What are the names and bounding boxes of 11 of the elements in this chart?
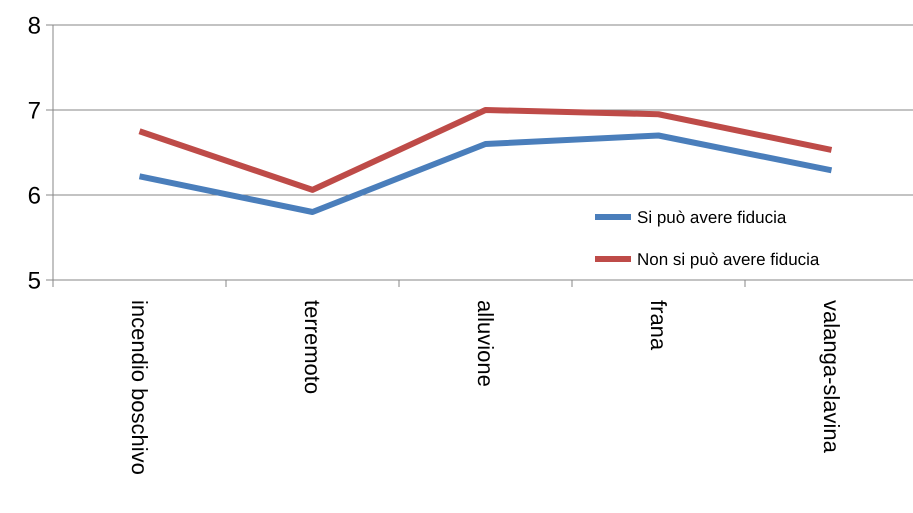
x-tick-label: frana	[646, 300, 671, 351]
y-tick-label: 8	[28, 12, 41, 40]
x-tick-label: terremoto	[300, 300, 325, 394]
x-tick-label: alluvione	[472, 300, 498, 387]
x-tick-label: valanga-slavina	[818, 300, 844, 454]
legend-label: Non si può avere fiducia	[637, 250, 820, 269]
x-tick-label: incendio boschivo	[126, 300, 152, 475]
y-tick-label: 6	[28, 182, 41, 210]
y-tick-label: 7	[28, 97, 41, 124]
legend-label: Si può avere fiducia	[637, 208, 787, 227]
y-tick-label: 5	[28, 267, 41, 294]
